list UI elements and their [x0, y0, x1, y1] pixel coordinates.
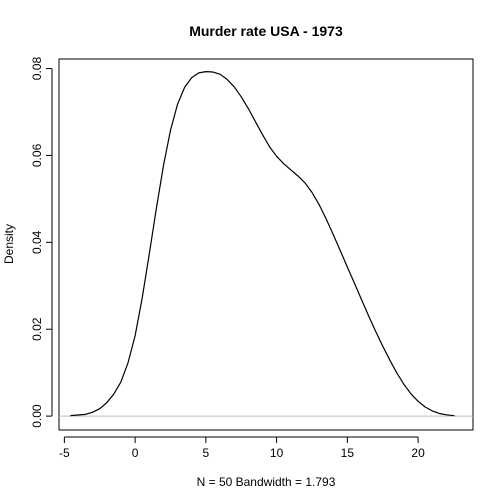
- x-axis-label: N = 50 Bandwidth = 1.793: [197, 475, 336, 489]
- y-axis-label: Density: [2, 224, 16, 264]
- chart-title: Murder rate USA - 1973: [189, 23, 343, 39]
- x-tick-label: -5: [59, 446, 70, 460]
- y-tick-label: 0.02: [30, 317, 44, 341]
- x-tick-label: 20: [411, 446, 425, 460]
- density-curve: [70, 70, 455, 417]
- y-tick-label: 0.00: [30, 404, 44, 428]
- plot-area: -5 0 5 10 15 20 0.00 0.02 0.04 0.06 0.08: [30, 57, 474, 460]
- y-tick-label: 0.08: [30, 57, 44, 81]
- plot-frame: [58, 58, 474, 431]
- x-tick-label: 0: [132, 446, 139, 460]
- x-tick-label: 10: [270, 446, 284, 460]
- x-tick-label: 5: [203, 446, 210, 460]
- y-tick-label: 0.06: [30, 143, 44, 167]
- y-tick-label: 0.04: [30, 230, 44, 254]
- x-tick-label: 15: [341, 446, 355, 460]
